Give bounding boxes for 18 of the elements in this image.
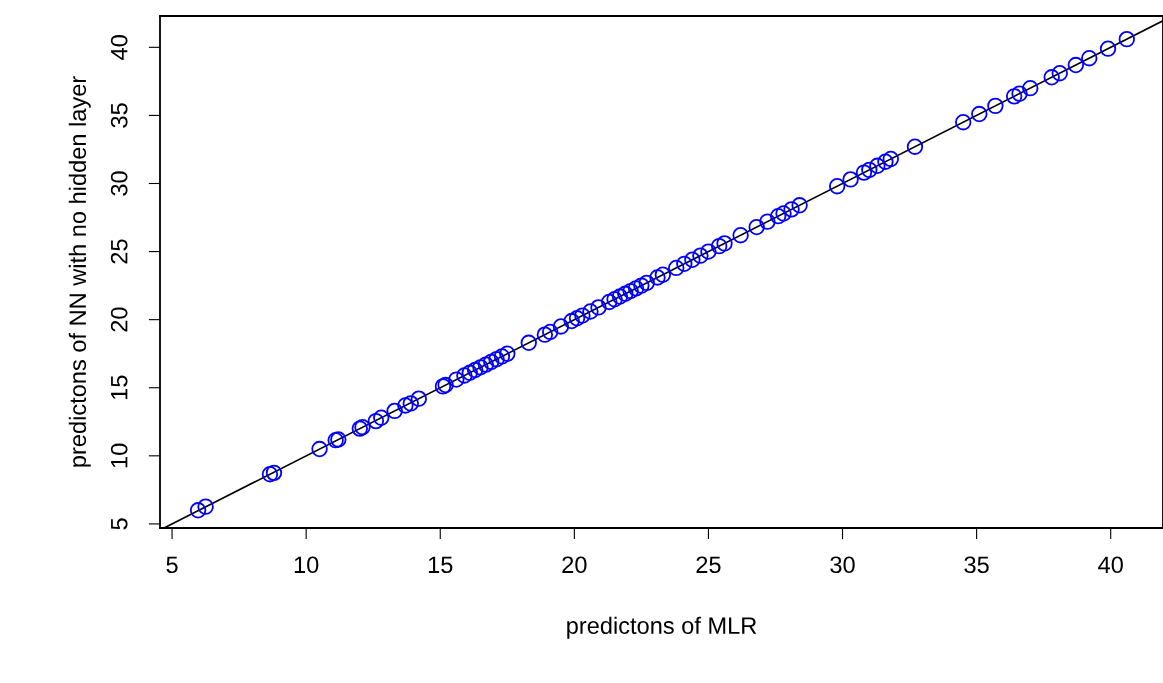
- x-tick-label: 20: [562, 556, 587, 574]
- x-tick-label: 30: [830, 556, 855, 574]
- x-axis-title: predictons of MLR: [567, 616, 757, 639]
- y-axis-title: predictons of NN with no hidden layer: [68, 76, 91, 467]
- y-tick-label: 5: [111, 518, 128, 530]
- x-tick-label: 15: [428, 556, 453, 574]
- y-tick-label: 25: [110, 239, 128, 264]
- y-tick-label: 40: [110, 35, 128, 60]
- x-tick-label: 35: [964, 556, 989, 574]
- y-tick-label: 15: [111, 375, 128, 400]
- y-tick-label: 35: [110, 103, 128, 128]
- y-tick-label: 30: [110, 171, 128, 196]
- x-tick-label: 40: [1098, 556, 1123, 574]
- y-tick-label: 20: [110, 307, 128, 332]
- x-tick-label: 10: [294, 556, 319, 574]
- y-tick-label: 10: [110, 443, 128, 468]
- x-tick-label: 5: [166, 556, 178, 574]
- x-tick-label: 25: [696, 556, 721, 574]
